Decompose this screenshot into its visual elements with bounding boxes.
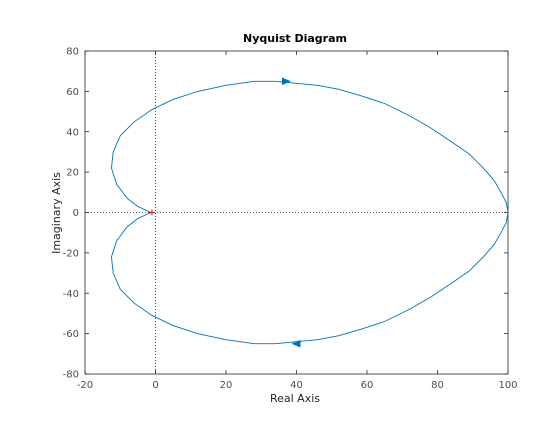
- x-tick-label: 100: [498, 380, 517, 391]
- x-tick-label: 0: [152, 380, 158, 391]
- plot-area: -20 0 20 40 60 80 100 -80 -60 -40 -20 0 20 40 60 80: [63, 47, 518, 392]
- x-tick-label: 40: [290, 380, 303, 391]
- chart-title: Nyquist Diagram: [243, 32, 347, 45]
- y-tick-label: 40: [66, 127, 79, 138]
- y-tick-label: 60: [66, 87, 79, 98]
- y-tick-label: 80: [66, 47, 79, 58]
- x-tick-label: 20: [220, 380, 233, 391]
- nyquist-curve-positive-freq: [110, 80, 509, 213]
- y-tick-label: -40: [63, 289, 79, 300]
- y-axis-label: Imaginary Axis: [50, 172, 63, 254]
- y-tick-label: -80: [63, 370, 79, 381]
- nyquist-curve-negative-freq: [110, 212, 509, 345]
- x-tick-label: -20: [77, 380, 93, 391]
- x-tick-label: 80: [431, 380, 444, 391]
- y-tick-label: -20: [63, 248, 79, 259]
- x-axis-label: Real Axis: [270, 392, 320, 405]
- y-tick-label: 0: [73, 208, 79, 219]
- direction-arrow: [281, 77, 291, 86]
- y-tick-label: -60: [63, 329, 79, 340]
- y-tick-label: 20: [66, 168, 79, 179]
- x-tick-label: 60: [361, 380, 374, 391]
- direction-arrow: [291, 339, 301, 348]
